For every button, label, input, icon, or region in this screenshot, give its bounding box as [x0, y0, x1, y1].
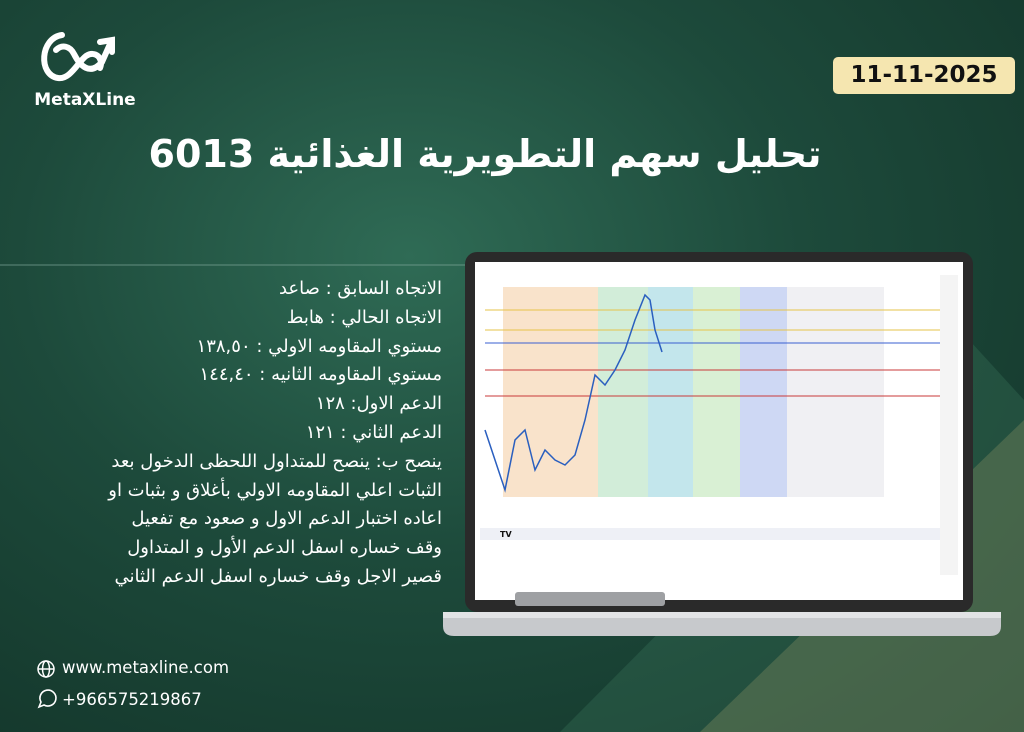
analysis-text: الاتجاه السابق : صاعد الاتجاه الحالي : ها… — [2, 275, 442, 592]
analysis-line: الثبات اعلي المقاومه الاولي بأغلاق و بثب… — [108, 479, 442, 501]
analysis-line: ينصح ب: ينصح للمتداول اللحظى الدخول بعد — [111, 450, 442, 472]
whatsapp-icon — [37, 689, 57, 709]
brand-name: MetaXLine — [34, 90, 136, 110]
date-badge: 11-11-2025 — [833, 57, 1015, 94]
tradingview-logo: TV — [500, 530, 512, 539]
analysis-line: وقف خساره اسفل الدعم الأول و المتداول — [127, 537, 442, 559]
analysis-line: الاتجاه السابق : صاعد — [278, 278, 442, 299]
analysis-line: قصير الاجل وقف خساره اسفل الدعم الثاني — [114, 565, 442, 587]
analysis-line: الدعم الثاني : ١٢١ — [305, 421, 442, 443]
analysis-line: مستوي المقاومه الاولي : ١٣٨,٥٠ — [196, 335, 442, 357]
analysis-line: مستوي المقاومه الثانيه : ١٤٤,٤٠ — [199, 364, 443, 386]
analysis-line: الاتجاه الحالي : هابط — [286, 306, 442, 328]
globe-icon — [37, 660, 55, 678]
title: تحليل سهم التطويرية الغذائية 6013 — [148, 132, 822, 176]
phone: +966575219867 — [62, 690, 202, 709]
logo-icon — [41, 32, 115, 82]
screen-chart: TV — [480, 275, 958, 575]
analysis-line: الدعم الاول: ١٢٨ — [315, 393, 442, 415]
website: www.metaxline.com — [62, 658, 230, 677]
analysis-line: اعاده اختبار الدعم الاول و صعود مع تفعيل — [131, 508, 442, 530]
